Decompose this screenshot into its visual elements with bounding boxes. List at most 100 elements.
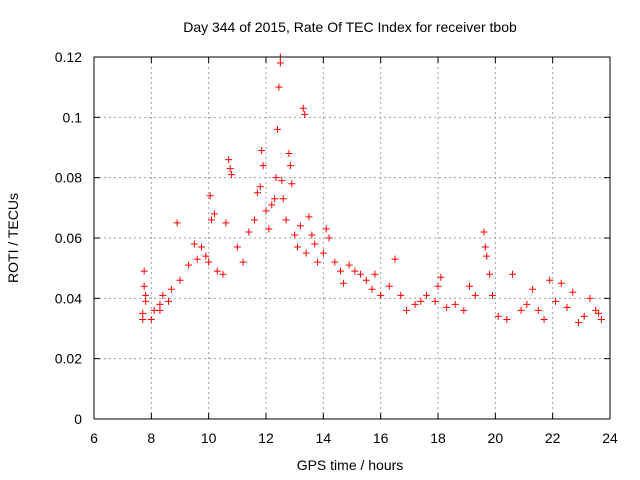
- data-point: [185, 261, 193, 269]
- data-point: [483, 252, 491, 260]
- data-point: [190, 240, 198, 248]
- data-point: [322, 225, 330, 233]
- data-point: [210, 210, 218, 218]
- data-point: [417, 297, 425, 305]
- data-point: [147, 315, 155, 323]
- data-point: [397, 291, 405, 299]
- y-tick-label: 0.08: [55, 170, 82, 186]
- data-point: [595, 309, 603, 317]
- data-point: [362, 276, 370, 284]
- data-point: [259, 162, 267, 170]
- data-point: [272, 174, 280, 182]
- data-point: [193, 255, 201, 263]
- data-point: [225, 156, 233, 164]
- data-point: [142, 291, 150, 299]
- x-tick-label: 12: [258, 430, 274, 446]
- data-point: [276, 59, 284, 67]
- data-point: [245, 228, 253, 236]
- data-point: [222, 219, 230, 227]
- data-point: [488, 291, 496, 299]
- data-point: [239, 258, 247, 266]
- data-point: [546, 276, 554, 284]
- data-point: [443, 303, 451, 311]
- data-point: [540, 315, 548, 323]
- data-point: [233, 243, 241, 251]
- data-point: [311, 240, 319, 248]
- data-point: [377, 291, 385, 299]
- data-point: [219, 270, 227, 278]
- data-point: [517, 306, 525, 314]
- x-tick-label: 16: [373, 430, 389, 446]
- y-tick-labels: 0 0.02 0.04 0.06 0.08 0.1 0.12: [55, 49, 82, 427]
- data-point: [156, 300, 164, 308]
- y-axis-label: ROTI / TECUs: [5, 193, 21, 283]
- x-tick-label: 20: [488, 430, 504, 446]
- data-point: [294, 243, 302, 251]
- data-point: [574, 318, 582, 326]
- y-tick-label: 0.02: [55, 351, 82, 367]
- data-point: [523, 300, 531, 308]
- data-point: [156, 306, 164, 314]
- data-point: [139, 315, 147, 323]
- data-point: [258, 147, 266, 155]
- data-point: [471, 291, 479, 299]
- data-point: [208, 216, 216, 224]
- grid-lines: [94, 57, 610, 419]
- data-point: [206, 192, 214, 200]
- data-point: [305, 213, 313, 221]
- x-tick-label: 22: [545, 430, 561, 446]
- data-point: [569, 288, 577, 296]
- data-point: [302, 249, 310, 257]
- data-point: [529, 285, 537, 293]
- data-point: [142, 297, 150, 305]
- data-point: [301, 110, 309, 118]
- data-point: [563, 303, 571, 311]
- data-point: [176, 276, 184, 284]
- data-point: [481, 243, 489, 251]
- data-point: [434, 282, 442, 290]
- data-point: [253, 189, 261, 197]
- data-point: [308, 231, 316, 239]
- data-point: [431, 297, 439, 305]
- data-point: [205, 258, 213, 266]
- data-point: [331, 258, 339, 266]
- x-axis-label: GPS time / hours: [297, 457, 404, 473]
- data-point: [466, 282, 474, 290]
- data-point: [256, 183, 264, 191]
- data-point: [402, 306, 410, 314]
- data-point: [139, 309, 147, 317]
- data-point: [159, 291, 167, 299]
- data-point: [552, 297, 560, 305]
- data-point: [296, 222, 304, 230]
- data-point: [198, 243, 205, 251]
- data-point: [486, 270, 494, 278]
- data-point: [592, 306, 600, 314]
- y-tick-label: 0: [74, 411, 82, 427]
- data-point: [368, 285, 376, 293]
- data-point: [480, 228, 488, 236]
- data-point: [509, 270, 517, 278]
- data-point: [437, 273, 445, 281]
- data-point: [391, 255, 399, 263]
- x-tick-label: 14: [316, 430, 332, 446]
- x-tick-label: 8: [147, 430, 155, 446]
- data-point: [580, 312, 588, 320]
- data-points: [139, 53, 605, 326]
- data-point: [534, 306, 542, 314]
- plot-frame: [93, 56, 611, 420]
- data-point: [285, 150, 293, 158]
- data-point: [345, 261, 353, 269]
- data-point: [251, 216, 259, 224]
- data-point: [451, 300, 459, 308]
- data-point: [173, 219, 181, 227]
- data-point: [286, 162, 294, 170]
- data-point: [140, 282, 148, 290]
- data-point: [262, 207, 270, 215]
- x-tick-label: 6: [90, 430, 98, 446]
- data-point: [460, 306, 468, 314]
- data-point: [325, 234, 333, 242]
- y-tick-label: 0.06: [55, 230, 82, 246]
- data-point: [337, 267, 345, 275]
- data-point: [339, 279, 347, 287]
